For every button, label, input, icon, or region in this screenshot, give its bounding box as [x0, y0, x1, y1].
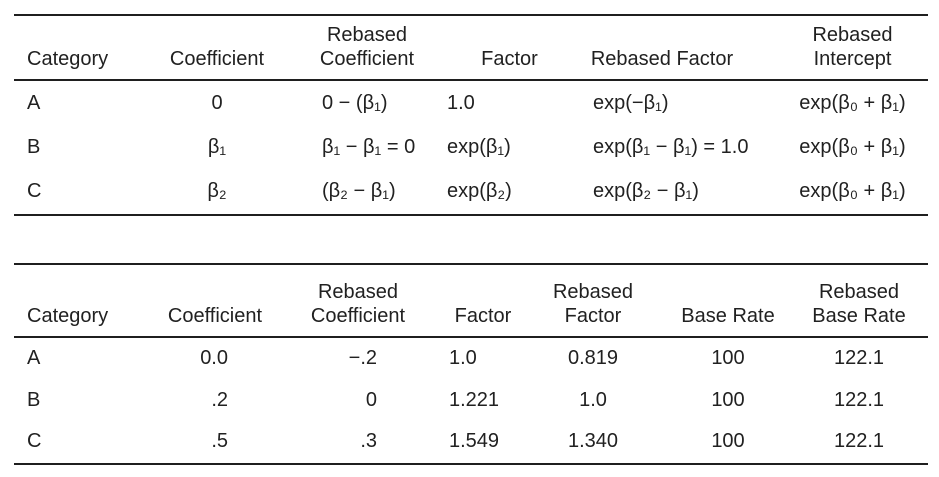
table-row: B .2 0 1.221 1.0 100 122.1: [14, 380, 928, 422]
t2-rowB-base-rate: 100: [711, 388, 745, 411]
t2-rowA-base-rate: 100: [711, 347, 745, 370]
t1-rowC-rebased-coefficient: (β₂ − β₁): [322, 180, 396, 203]
table2-body: A 0.0 −.2 1.0 0.819 100 122.1 B .2 0 1.2…: [14, 338, 928, 463]
t1-header-rebased-intercept: Rebased Intercept: [812, 24, 893, 70]
t2-rowB-category: B: [27, 388, 41, 411]
t2-rowC-rebased-factor: 1.340: [567, 430, 619, 453]
t1-rowC-category: C: [27, 180, 42, 203]
t1-rowB-rebased-coefficient: β₁ − β₁ = 0: [322, 135, 416, 158]
t2-rowA-rebased-coefficient: −.2: [348, 347, 377, 370]
t2-rowB-factor: 1.221: [449, 388, 500, 411]
t2-rowB-coefficient: .2: [211, 388, 228, 411]
t2-header-rebased-factor: Rebased Factor: [552, 281, 634, 327]
t2-header-category: Category: [27, 305, 109, 327]
t1-rowA-rebased-factor: exp(−β₁): [593, 91, 669, 114]
t1-rowB-rebased-intercept: exp(β₀ + β₁): [799, 135, 906, 158]
table-row: C .5 .3 1.549 1.340 100 122.1: [14, 421, 928, 463]
t2-rowA-category: A: [27, 347, 41, 370]
t2-header-factor: Factor: [454, 305, 512, 327]
t2-rowB-rebased-factor: 1.0: [579, 388, 607, 411]
t1-header-rebased-coefficient: Rebased Coefficient: [319, 24, 415, 70]
t1-rowB-coefficient: β₁: [207, 135, 227, 158]
table-row: A 0.0 −.2 1.0 0.819 100 122.1: [14, 338, 928, 380]
t2-rowC-factor: 1.549: [449, 430, 500, 453]
t1-rowA-rebased-intercept: exp(β₀ + β₁): [799, 91, 906, 114]
t1-rowB-rebased-factor: exp(β₁ − β₁) = 1.0: [593, 135, 749, 158]
table-row: B β₁ β₁ − β₁ = 0 exp(β₁) exp(β₁ − β₁) = …: [14, 125, 928, 169]
table-row: A 0 0 − (β₁) 1.0 exp(−β₁) exp(β₀ + β₁): [14, 81, 928, 125]
t1-rowA-category: A: [27, 91, 41, 114]
t1-rowC-rebased-intercept: exp(β₀ + β₁): [799, 180, 906, 203]
t1-rowA-factor: 1.0: [447, 91, 475, 114]
t2-rowB-rebased-base-rate: 122.1: [833, 388, 885, 411]
t1-rowA-rebased-coefficient: 0 − (β₁): [322, 91, 388, 114]
t2-header-rebased-coefficient: Rebased Coefficient: [310, 281, 406, 327]
t1-header-coefficient: Coefficient: [169, 48, 265, 70]
table1-header-row: Category Coefficient Rebased Coefficient…: [14, 16, 928, 81]
t1-header-factor: Factor: [481, 48, 538, 70]
t2-rowC-rebased-base-rate: 122.1: [833, 430, 885, 453]
t1-header-rebased-factor: Rebased Factor: [590, 48, 734, 70]
t1-rowC-coefficient: β₂: [207, 180, 227, 203]
t1-header-category: Category: [27, 48, 109, 70]
t1-rowC-rebased-factor: exp(β₂ − β₁): [593, 180, 699, 203]
t1-rowB-category: B: [27, 135, 41, 158]
t2-rowC-category: C: [27, 430, 42, 453]
t1-rowC-factor: exp(β₂): [447, 180, 512, 203]
t2-rowB-rebased-coefficient: 0: [365, 388, 377, 411]
t1-rowA-coefficient: 0: [211, 91, 223, 114]
t2-rowC-rebased-coefficient: .3: [360, 430, 377, 453]
t2-rowA-factor: 1.0: [449, 347, 477, 370]
table-row: C β₂ (β₂ − β₁) exp(β₂) exp(β₂ − β₁) exp(…: [14, 170, 928, 214]
t2-rowA-rebased-factor: 0.819: [567, 347, 619, 370]
symbolic-rebasing-table: Category Coefficient Rebased Coefficient…: [14, 14, 928, 216]
t2-rowC-base-rate: 100: [711, 430, 745, 453]
numeric-rebasing-table: Category Coefficient Rebased Coefficient…: [14, 263, 928, 465]
t2-rowA-coefficient: 0.0: [200, 347, 228, 370]
t2-rowC-coefficient: .5: [211, 430, 228, 453]
t2-header-rebased-base-rate: Rebased Base Rate: [812, 281, 906, 327]
table2-header-row: Category Coefficient Rebased Coefficient…: [14, 265, 928, 338]
t2-header-coefficient: Coefficient: [167, 305, 263, 327]
t2-rowA-rebased-base-rate: 122.1: [833, 347, 885, 370]
t2-header-base-rate: Base Rate: [681, 305, 775, 327]
table1-body: A 0 0 − (β₁) 1.0 exp(−β₁) exp(β₀ + β₁) B…: [14, 81, 928, 214]
t1-rowB-factor: exp(β₁): [447, 135, 511, 158]
